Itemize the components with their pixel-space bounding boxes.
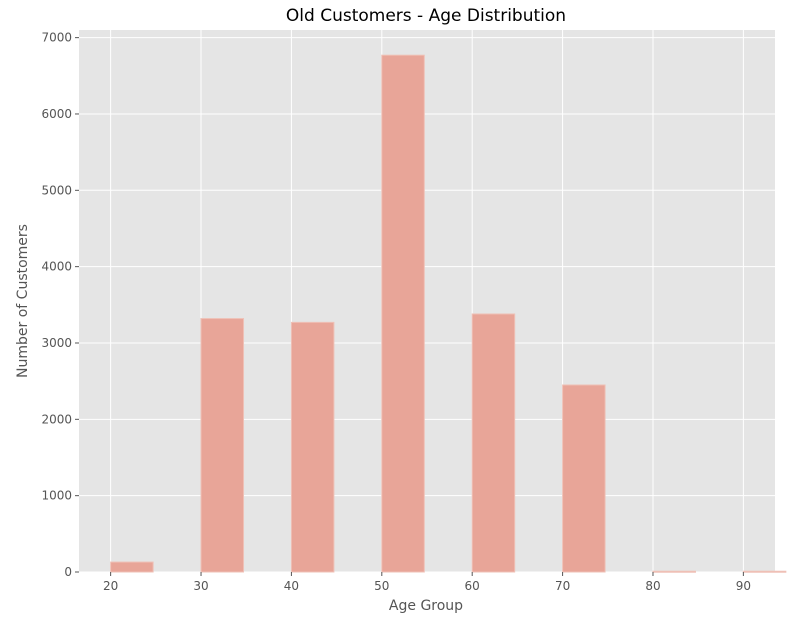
bar-40 [290,321,335,573]
y-tick-label-1000: 1000 [41,489,72,503]
bar-20 [110,561,154,573]
y-tick-label-3000: 3000 [41,336,72,350]
bar-50 [381,54,425,573]
y-tick-label-6000: 6000 [41,107,72,121]
y-tick-label-0: 0 [64,565,72,579]
bars [110,54,787,573]
x-tick-label-50: 50 [374,579,389,593]
bar-30 [200,318,245,573]
y-tick-label-5000: 5000 [41,183,72,197]
bar-60 [471,313,516,573]
x-tick-label-30: 30 [193,579,208,593]
bar-90 [742,570,787,573]
x-tick-label-60: 60 [465,579,480,593]
bar-80 [652,570,696,573]
plot-area [79,30,775,572]
x-tick-label-70: 70 [555,579,570,593]
x-axis-label: Age Group [389,598,463,614]
x-tick-label-20: 20 [103,579,118,593]
chart-title: Old Customers - Age Distribution [286,6,566,26]
y-tick-label-4000: 4000 [41,260,72,274]
x-tick-label-80: 80 [645,579,660,593]
x-tick-label-40: 40 [284,579,299,593]
y-axis-label: Number of Customers [15,224,31,378]
y-axis-ticks: 0 1000 2000 3000 4000 5000 6000 7000 [41,31,79,579]
y-tick-label-7000: 7000 [41,31,72,45]
grid-lines [79,30,775,573]
x-axis-ticks: 20 30 40 50 60 70 80 90 [103,572,751,593]
y-tick-label-2000: 2000 [41,412,72,426]
x-tick-label-90: 90 [736,579,751,593]
bar-70 [562,384,606,573]
